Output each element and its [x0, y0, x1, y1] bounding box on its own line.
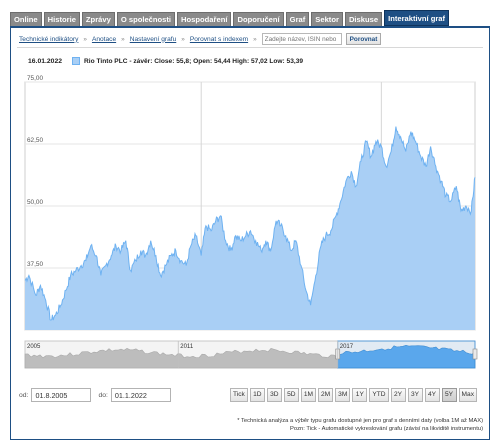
y-tick-label: 62,50 — [27, 137, 43, 144]
tab-bar: Online Historie Zprávy O společnosti Hospoda… — [10, 10, 450, 26]
toolbar-separator: » — [181, 35, 185, 43]
series-line — [24, 126, 476, 321]
series-area — [25, 126, 475, 330]
navigator-year-label: 2005 — [27, 344, 41, 350]
range-button-3y[interactable]: 3Y — [407, 388, 423, 402]
date-range: od: do: — [19, 388, 171, 402]
compare-search-input[interactable] — [261, 33, 342, 45]
legend-text: Rio Tinto PLC - závěr: Close: 55,8; Open… — [84, 57, 304, 65]
legend-swatch — [72, 57, 81, 65]
note-tech-analysis: * Technická analýza a výběr typu grafu d… — [237, 418, 483, 424]
toolbar-separator: » — [253, 35, 257, 43]
range-button-4y[interactable]: 4Y — [424, 388, 440, 402]
note-tick: Pozn: Tick - Automatické vykreslování gr… — [290, 426, 483, 432]
chart-legend: 16.01.2022 Rio Tinto PLC - závěr: Close:… — [28, 57, 303, 65]
date-to-label: do: — [98, 391, 108, 399]
navigator-selection-window — [337, 340, 476, 369]
y-tick-label: 75,00 — [27, 75, 43, 82]
range-button-1y[interactable]: 1Y — [352, 388, 368, 402]
tab-sektor[interactable]: Sektor — [311, 12, 343, 26]
navigator-handle-right — [472, 348, 478, 360]
date-from-label: od: — [19, 391, 29, 399]
navigator-year-label: 2011 — [180, 344, 194, 350]
tab-zpr-vy[interactable]: Zprávy — [81, 12, 115, 26]
navigator-selected — [337, 344, 475, 368]
tab-online[interactable]: Online — [10, 12, 42, 26]
date-to-input[interactable] — [110, 388, 171, 402]
range-button-2y[interactable]: 2Y — [390, 388, 406, 402]
chart-panel: Technické indikátory » Anotace » Nastave… — [10, 26, 490, 440]
range-button-max[interactable]: Max — [458, 388, 477, 402]
date-from-input[interactable] — [31, 388, 92, 402]
annotation-link[interactable]: Anotace — [91, 35, 117, 43]
range-button-5y[interactable]: 5Y — [441, 388, 457, 402]
range-button-ytd[interactable]: YTD — [369, 388, 389, 402]
tab-graf[interactable]: Graf — [285, 12, 310, 26]
toolbar-separator: » — [121, 35, 125, 43]
tab-hospoda-en-[interactable]: Hospodaření — [177, 12, 232, 26]
range-button-3m[interactable]: 3M — [335, 388, 351, 402]
tab-doporu-en-[interactable]: Doporučení — [233, 12, 284, 26]
range-button-1m[interactable]: 1M — [300, 388, 316, 402]
tab-diskuse[interactable]: Diskuse — [344, 12, 383, 26]
tab-interaktivn-graf[interactable]: Interaktivní graf — [384, 10, 450, 26]
tab-o-spole-nosti[interactable]: O společnosti — [116, 12, 176, 26]
chart-toolbar: Technické indikátory » Anotace » Nastave… — [19, 32, 382, 46]
legend-date: 16.01.2022 — [28, 57, 63, 65]
range-button-tick[interactable]: Tick — [229, 388, 248, 402]
compare-index-link[interactable]: Porovnat s indexem — [189, 35, 249, 43]
toolbar-separator: » — [83, 35, 87, 43]
range-button-2m[interactable]: 2M — [318, 388, 334, 402]
y-tick-label: 50,00 — [27, 199, 43, 206]
toolbar-divider — [17, 47, 483, 48]
tech-indicators-link[interactable]: Technické indikátory — [19, 35, 79, 43]
range-button-5d[interactable]: 5D — [283, 388, 299, 402]
range-button-1d[interactable]: 1D — [249, 388, 265, 402]
range-button-3d[interactable]: 3D — [266, 388, 282, 402]
tab-historie[interactable]: Historie — [43, 12, 80, 26]
y-tick-label: 37,50 — [27, 261, 43, 268]
chart-settings-link[interactable]: Nastavení grafu — [129, 35, 177, 43]
compare-button[interactable]: Porovnat — [345, 33, 382, 45]
navigator-year-label: 2017 — [340, 344, 354, 350]
range-buttons: Tick 1D 3D 5D 1M 2M 3M 1Y YTD 2Y 3Y 4Y 5Y Max — [229, 388, 477, 402]
